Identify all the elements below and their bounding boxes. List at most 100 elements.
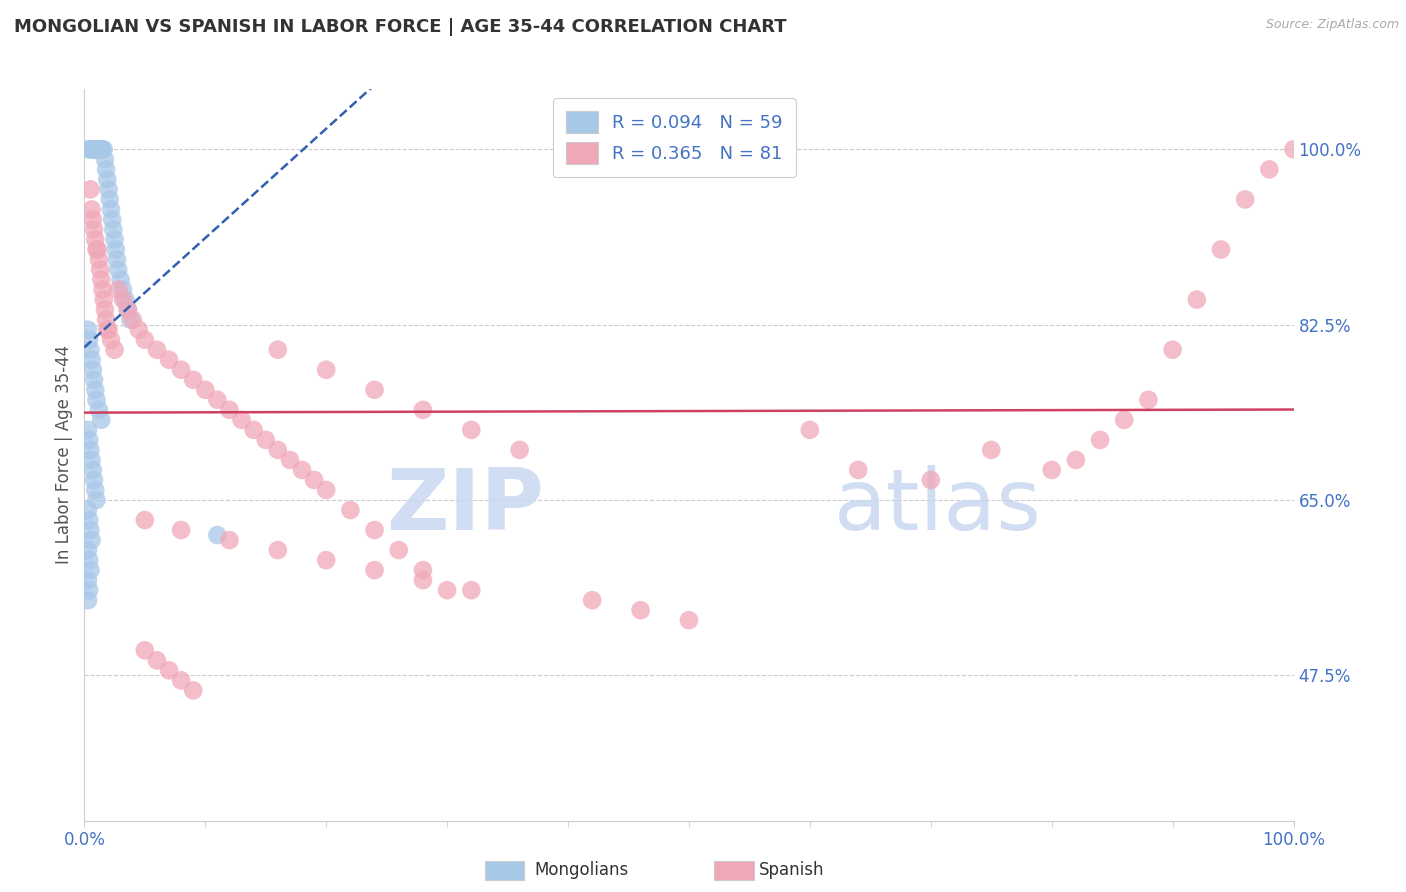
Point — [799, 423, 821, 437]
Text: ZIP: ZIP — [387, 465, 544, 548]
Point — [120, 312, 142, 326]
Point — [630, 603, 652, 617]
Point — [181, 683, 204, 698]
Point — [112, 283, 135, 297]
Point — [412, 402, 434, 417]
Point — [104, 232, 127, 246]
Point — [91, 142, 114, 156]
Point — [89, 142, 111, 156]
Point — [363, 563, 385, 577]
Text: atlas: atlas — [834, 465, 1042, 548]
Point — [86, 243, 108, 257]
Point — [87, 142, 110, 156]
Point — [79, 442, 101, 457]
Point — [315, 483, 337, 497]
Point — [920, 473, 942, 487]
Point — [90, 413, 112, 427]
Point — [267, 343, 290, 357]
Text: Source: ZipAtlas.com: Source: ZipAtlas.com — [1265, 18, 1399, 31]
Point — [1234, 193, 1257, 207]
Point — [460, 423, 482, 437]
Point — [114, 293, 136, 307]
Point — [1258, 162, 1281, 177]
Point — [77, 593, 100, 607]
Point — [267, 442, 290, 457]
Point — [77, 553, 100, 567]
Point — [94, 162, 117, 177]
Point — [80, 453, 103, 467]
Point — [80, 352, 103, 367]
Point — [105, 252, 128, 267]
Point — [97, 182, 120, 196]
Point — [91, 283, 114, 297]
Point — [84, 383, 107, 397]
Point — [1209, 243, 1232, 257]
Point — [77, 323, 100, 337]
Point — [107, 283, 129, 297]
Point — [94, 302, 117, 317]
Point — [207, 392, 229, 407]
Point — [254, 433, 277, 447]
Point — [267, 543, 290, 558]
Point — [79, 142, 101, 156]
Point — [231, 413, 253, 427]
Point — [89, 262, 111, 277]
Point — [83, 222, 105, 236]
Legend: R = 0.094   N = 59, R = 0.365   N = 81: R = 0.094 N = 59, R = 0.365 N = 81 — [553, 98, 796, 177]
Point — [302, 473, 325, 487]
Point — [77, 433, 100, 447]
Text: Mongolians: Mongolians — [534, 861, 628, 879]
Point — [1137, 392, 1160, 407]
Point — [87, 252, 110, 267]
Point — [79, 182, 101, 196]
Point — [117, 302, 139, 317]
Point — [412, 563, 434, 577]
Point — [77, 142, 100, 156]
Point — [170, 673, 193, 688]
Point — [128, 323, 150, 337]
Point — [157, 352, 180, 367]
Point — [107, 262, 129, 277]
Point — [93, 142, 115, 156]
Point — [134, 513, 156, 527]
Point — [181, 373, 204, 387]
Point — [460, 583, 482, 598]
Point — [846, 463, 869, 477]
Point — [170, 523, 193, 537]
Point — [93, 293, 115, 307]
Point — [77, 503, 100, 517]
Point — [1282, 142, 1305, 156]
Point — [90, 142, 112, 156]
Point — [101, 212, 124, 227]
Point — [1088, 433, 1111, 447]
Point — [100, 202, 122, 217]
Point — [100, 333, 122, 347]
Point — [98, 193, 121, 207]
Point — [134, 643, 156, 657]
Point — [96, 323, 118, 337]
Point — [86, 243, 108, 257]
Point — [146, 653, 169, 667]
Point — [96, 172, 118, 186]
Point — [82, 212, 104, 227]
Point — [242, 423, 264, 437]
Point — [121, 312, 143, 326]
Point — [80, 533, 103, 547]
Point — [1185, 293, 1208, 307]
Point — [112, 293, 135, 307]
Point — [80, 202, 103, 217]
Point — [87, 402, 110, 417]
Point — [90, 272, 112, 286]
Point — [194, 383, 217, 397]
Point — [509, 442, 531, 457]
Point — [1064, 453, 1087, 467]
Point — [104, 243, 127, 257]
Point — [134, 333, 156, 347]
Point — [104, 343, 127, 357]
Point — [110, 272, 132, 286]
Point — [980, 442, 1002, 457]
Text: Spanish: Spanish — [759, 861, 825, 879]
Point — [86, 493, 108, 508]
Point — [77, 333, 100, 347]
Point — [77, 543, 100, 558]
